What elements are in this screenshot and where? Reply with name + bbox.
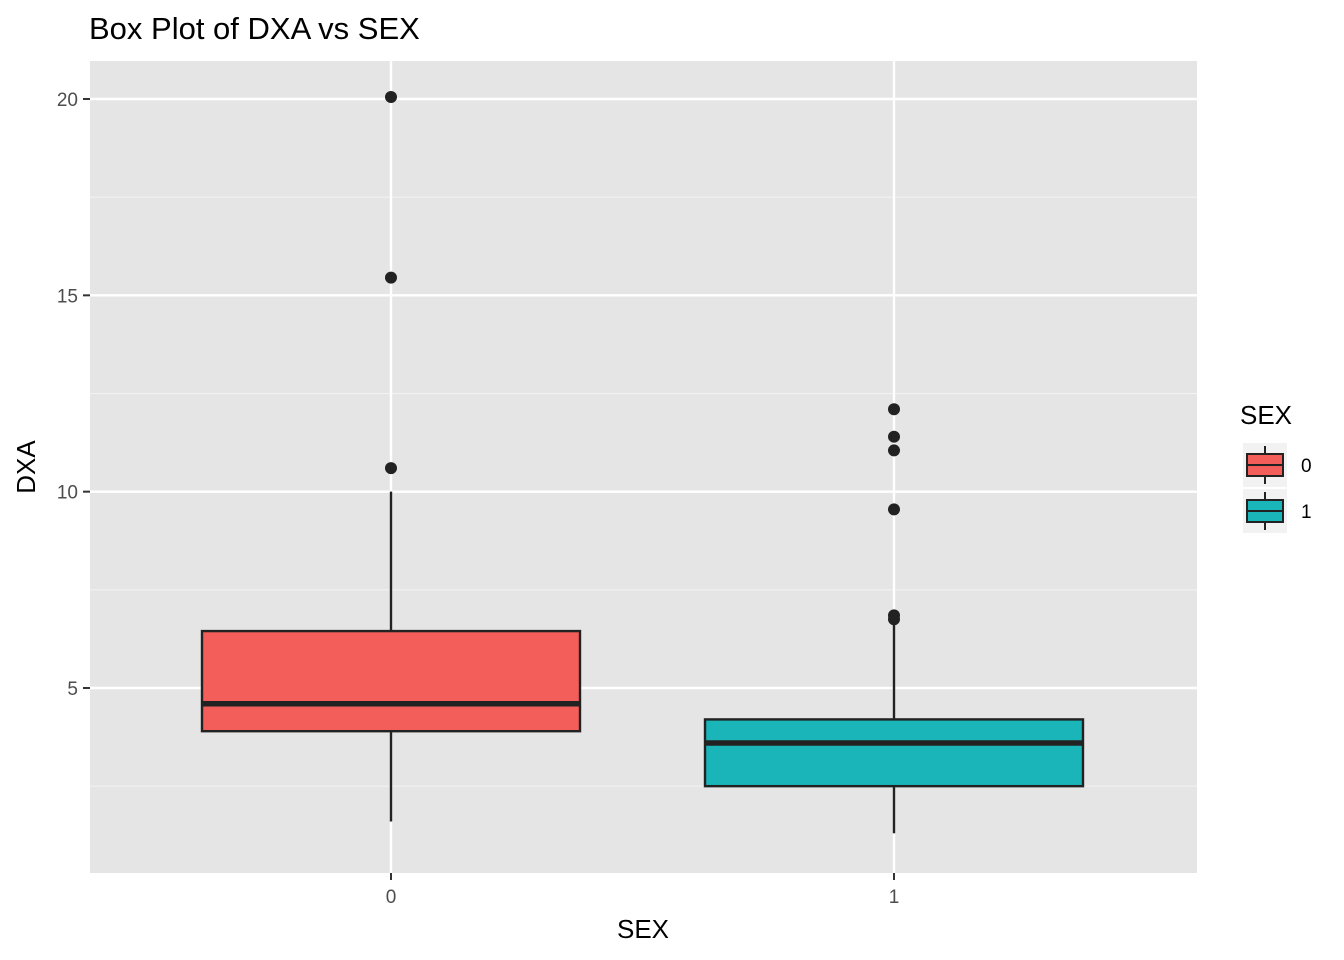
outlier-point [888,403,900,416]
outlier-point [888,503,900,516]
outlier-point [888,609,900,622]
box-iqr [703,718,1085,788]
box-iqr [200,629,582,733]
outlier-point [888,430,900,443]
y-tick-label: 15 [57,286,78,307]
legend-label: 1 [1301,502,1312,523]
x-tick-label: 0 [386,887,397,908]
y-axis-title: DXA [11,440,41,494]
boxes-layer [200,91,1085,834]
legend-label: 0 [1301,456,1312,477]
legend-item-1: 1 [1243,489,1312,533]
y-tick-label: 20 [57,90,78,111]
outlier-point [385,462,397,475]
outlier-point [385,91,397,104]
y-axis: 5 10 15 20 [57,90,90,700]
box-group-sex-1 [703,403,1085,834]
x-tick-label: 1 [889,887,900,908]
y-tick-label: 10 [57,483,78,504]
legend: SEX 0 1 [1240,400,1312,533]
box-group-sex-0 [200,91,582,822]
legend-title: SEX [1240,400,1292,430]
outlier-point [888,444,900,457]
y-tick-label: 5 [67,679,78,700]
outlier-point [385,271,397,284]
x-axis-title: SEX [617,914,669,944]
minor-gridlines [90,196,1197,787]
chart-title: Box Plot of DXA vs SEX [89,11,420,46]
legend-item-0: 0 [1243,443,1312,487]
